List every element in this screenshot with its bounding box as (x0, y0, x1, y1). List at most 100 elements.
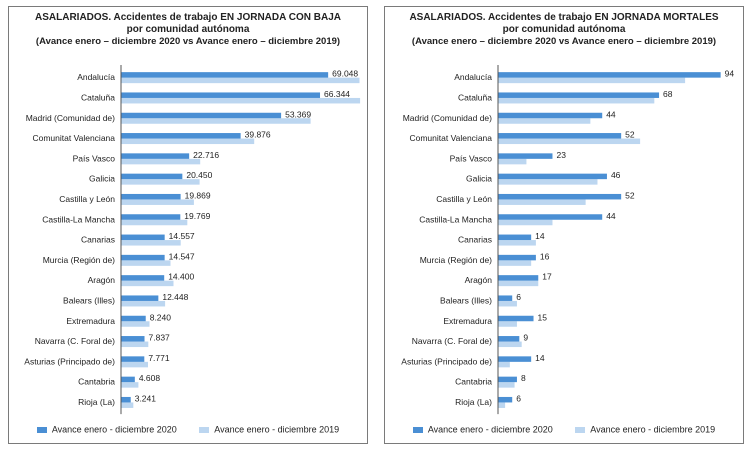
data-label-2020: 94 (725, 69, 735, 79)
data-label-2020: 69.048 (332, 69, 358, 79)
category-label: Canarias (458, 235, 492, 245)
category-label: Comunitat Valenciana (409, 133, 492, 143)
data-label-2020: 52 (625, 190, 635, 200)
data-label-2020: 46 (611, 170, 621, 180)
bar-2019 (498, 77, 686, 84)
bar-2019 (498, 300, 517, 307)
data-label-2020: 14.400 (168, 272, 194, 282)
bar-2020 (498, 295, 513, 301)
category-label: Cataluña (81, 92, 115, 102)
bar-2019 (121, 77, 360, 84)
bar-2020 (498, 356, 532, 362)
data-label-2020: 20.450 (186, 170, 212, 180)
category-label: Murcia (Región de) (43, 255, 115, 265)
data-label-2020: 6 (516, 393, 521, 403)
category-label: Navarra (C. Foral de) (35, 336, 115, 346)
legend-label-2019: Avance enero - diciembre 2019 (214, 425, 340, 435)
bar-2019 (498, 260, 532, 266)
category-label: Castilla-La Mancha (419, 214, 492, 224)
data-label-2020: 8.240 (150, 312, 172, 322)
category-label: Balears (Illes) (63, 295, 115, 305)
category-label: Asturias (Principado de) (24, 356, 115, 366)
data-label-2020: 14.557 (169, 231, 195, 241)
category-label: País Vasco (450, 153, 493, 163)
legend-item-2020: Avance enero - diciembre 2020 (412, 424, 553, 435)
bar-2019 (498, 280, 539, 287)
chart-titles: ASALARIADOS. Accidentes de trabajo EN JO… (9, 12, 367, 48)
bar-2020 (121, 173, 183, 180)
chart-legend: Avance enero - diciembre 2020 Avance ene… (385, 424, 743, 435)
category-label: Castilla y León (436, 194, 492, 204)
category-label: Castilla-La Mancha (42, 214, 115, 224)
bar-2019 (121, 260, 171, 266)
category-label: Cataluña (458, 92, 492, 102)
bar-2019 (498, 321, 517, 327)
bar-2019 (121, 199, 194, 205)
bar-2020 (498, 133, 622, 139)
category-label: Cantabria (78, 377, 115, 387)
legend-swatch-2020 (36, 427, 47, 433)
bar-2020 (121, 193, 181, 200)
bar-2019 (498, 179, 598, 185)
bar-2019 (498, 402, 506, 408)
bar-2020 (121, 153, 190, 159)
category-label: Navarra (C. Foral de) (412, 336, 492, 346)
bar-2019 (121, 321, 150, 327)
bar-2020 (498, 173, 607, 180)
category-label: Extremadura (443, 316, 492, 326)
legend-swatch-2020 (412, 427, 423, 433)
chart-period: (Avance enero – diciembre 2020 vs Avance… (411, 36, 717, 47)
bar-2020 (121, 315, 146, 322)
bar-2020 (121, 133, 241, 139)
chart-panel-con-baja: ASALARIADOS. Accidentes de trabajo EN JO… (8, 6, 368, 444)
bar-2020 (121, 356, 145, 362)
data-label-2020: 8 (521, 373, 526, 383)
chart-panel-mortales: ASALARIADOS. Accidentes de trabajo EN JO… (384, 6, 744, 444)
bar-2020 (121, 214, 181, 220)
data-label-2020: 14.547 (169, 251, 195, 261)
category-label: Canarias (81, 235, 115, 245)
data-label-2020: 23 (556, 150, 566, 160)
bar-2020 (121, 72, 329, 78)
chart-subtitle: por comunidad autónoma (126, 24, 250, 35)
bar-2020 (498, 376, 517, 383)
data-label-2020: 3.241 (135, 393, 157, 403)
legend-swatch-2019 (199, 427, 210, 433)
bar-2019 (121, 382, 139, 388)
bar-2019 (498, 97, 655, 104)
data-label-2020: 19.769 (184, 211, 210, 221)
bar-2019 (121, 341, 149, 348)
bar-2020 (121, 234, 165, 241)
bar-2020 (121, 396, 131, 403)
bar-2020 (498, 92, 660, 98)
data-label-2020: 52 (625, 130, 635, 140)
bar-2020 (498, 315, 534, 322)
data-label-2020: 22.716 (193, 150, 219, 160)
bar-2020 (121, 376, 135, 383)
chart-legend: Avance enero - diciembre 2020 Avance ene… (9, 424, 367, 435)
chart-title: ASALARIADOS. Accidentes de trabajo EN JO… (409, 12, 719, 23)
bar-2019 (121, 118, 311, 124)
data-label-2020: 14 (535, 231, 545, 241)
category-label: Andalucía (454, 72, 492, 82)
data-label-2020: 39.876 (245, 130, 271, 140)
bar-2020 (121, 295, 159, 301)
bar-2019 (498, 118, 591, 124)
data-label-2020: 15 (538, 312, 548, 322)
bar-2020 (498, 112, 603, 119)
data-label-2020: 9 (523, 333, 528, 343)
chart-titles: ASALARIADOS. Accidentes de trabajo EN JO… (385, 12, 743, 48)
category-label: Murcia (Región de) (420, 255, 492, 265)
bar-2019 (121, 138, 255, 145)
bar-2020 (121, 92, 321, 98)
legend-label-2019: Avance enero - diciembre 2019 (590, 425, 716, 435)
bar-chart-con-baja: Andalucía 69.048 Cataluña 66.344 Madrid (Com… (24, 65, 361, 415)
legend-item-2020: Avance enero - diciembre 2020 (36, 424, 177, 435)
bar-2019 (121, 280, 174, 287)
bar-2019 (121, 300, 166, 307)
bar-2019 (498, 219, 553, 226)
category-label: Balears (Illes) (440, 295, 492, 305)
data-label-2020: 68 (663, 89, 673, 99)
data-label-2020: 7.771 (148, 353, 170, 363)
category-label: Asturias (Principado de) (401, 356, 492, 366)
